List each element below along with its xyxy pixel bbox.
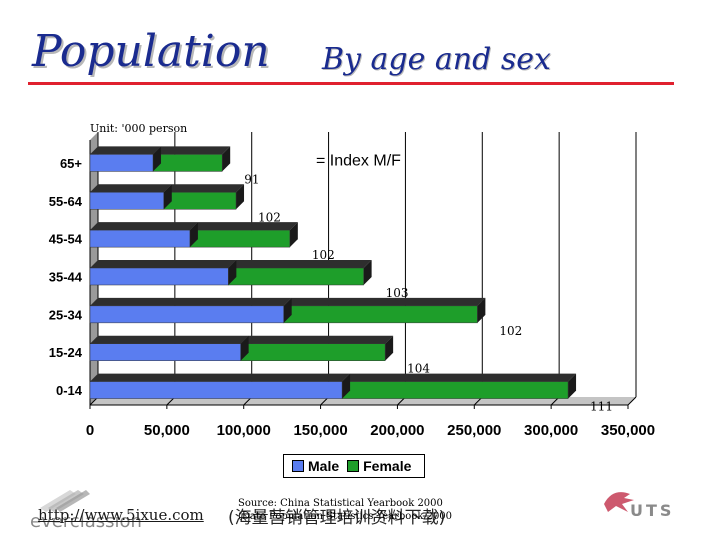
x-tick-label: 0 <box>86 422 94 439</box>
chart-legend: Male Female <box>283 454 425 478</box>
source-note: Source: China Statistical Yearbook 2000 … <box>238 497 452 523</box>
bar-male-side <box>342 373 351 399</box>
bar-male-top <box>90 297 292 306</box>
y-category-label: 45-54 <box>49 232 83 247</box>
y-category-label: 25-34 <box>49 307 83 322</box>
bar-male-side <box>283 297 292 323</box>
unit-label: Unit: '000 person <box>90 122 188 135</box>
index-label: 102 <box>258 210 281 224</box>
y-category-label: 35-44 <box>49 270 83 285</box>
bar-male <box>89 343 241 361</box>
bar-female-side <box>385 335 394 361</box>
bar-male-top <box>90 184 172 193</box>
bar-female <box>341 381 569 399</box>
bar-female-top <box>283 297 486 306</box>
x-tick-label: 350,000 <box>601 422 655 439</box>
bar-male-side <box>153 146 162 172</box>
index-label: 102 <box>499 324 522 338</box>
bar-female <box>189 229 291 248</box>
bar-female <box>228 267 364 286</box>
legend-label-male: Male <box>308 458 340 474</box>
legend-label-female: Female <box>363 458 412 474</box>
index-label: 91 <box>244 172 259 186</box>
bar-male-top <box>90 373 351 382</box>
bar-female <box>163 192 237 210</box>
bar-female-top <box>228 260 372 268</box>
index-label: 103 <box>386 286 409 300</box>
y-category-label: 55-64 <box>49 194 83 209</box>
bar-female-top <box>240 335 394 344</box>
grid-foot <box>627 396 637 406</box>
bar-female-top <box>189 222 298 231</box>
x-tick-label: 250,000 <box>447 422 501 439</box>
bar-male <box>89 381 343 399</box>
website-link[interactable]: http://www.5ixue.com <box>38 506 204 524</box>
chinese-caption: (海量营销管理培训资料下载) <box>228 508 446 528</box>
index-label: 104 <box>407 362 430 376</box>
bar-female-side <box>289 222 298 248</box>
x-tick-label: 100,000 <box>217 422 271 439</box>
bar-female-side <box>363 260 372 285</box>
bar-male-top <box>90 222 198 231</box>
right-logo-text: UTS <box>630 501 675 520</box>
bar-male-top <box>90 260 237 268</box>
index-note: = Index M/F <box>316 152 401 169</box>
left-logo-text: everclassion <box>30 511 142 532</box>
x-tick-label: 200,000 <box>370 422 424 439</box>
bar-male <box>89 229 191 248</box>
x-tick-label: 300,000 <box>524 422 578 439</box>
bar-male-side <box>228 260 237 285</box>
bar-female <box>152 154 223 172</box>
x-tick-label: 150,000 <box>293 422 347 439</box>
legend-swatch-female <box>347 460 360 472</box>
index-label: 111 <box>590 400 613 414</box>
bar-female <box>283 305 478 324</box>
bar-male <box>89 305 284 324</box>
page-subtitle: By age and sex <box>322 42 551 77</box>
bar-male-side <box>163 184 172 210</box>
bar-female-side <box>236 184 245 210</box>
bar-male <box>89 267 229 286</box>
bar-male <box>89 154 154 172</box>
bar-female-side <box>568 373 577 399</box>
uts-logo-icon <box>600 486 640 520</box>
bar-male-side <box>240 335 249 361</box>
bar-female-top <box>163 184 245 193</box>
everclassion-logo-icon <box>30 486 110 518</box>
x-tick-label: 50,000 <box>144 422 190 439</box>
y-category-label: 15-24 <box>49 345 83 360</box>
title-underline <box>28 82 674 85</box>
bar-female <box>240 343 386 361</box>
source-line-2: (Date Population Statistics Yearbook 200… <box>238 511 453 522</box>
chart-floor <box>90 397 636 405</box>
y-category-label: 0-14 <box>56 383 83 398</box>
bar-male <box>89 192 165 210</box>
bar-male-side <box>189 222 198 248</box>
bar-male-top <box>90 146 162 155</box>
page-title: Population <box>32 26 270 77</box>
legend-swatch-male <box>292 460 304 472</box>
y-category-label: 65+ <box>60 156 82 171</box>
bar-female-side <box>477 297 486 323</box>
bar-female-side <box>222 146 231 172</box>
source-line-1: Source: China Statistical Yearbook 2000 <box>238 498 443 509</box>
bar-male-top <box>90 335 249 344</box>
bar-female-top <box>342 373 577 382</box>
index-label: 102 <box>312 248 335 262</box>
bar-female-top <box>153 146 231 155</box>
